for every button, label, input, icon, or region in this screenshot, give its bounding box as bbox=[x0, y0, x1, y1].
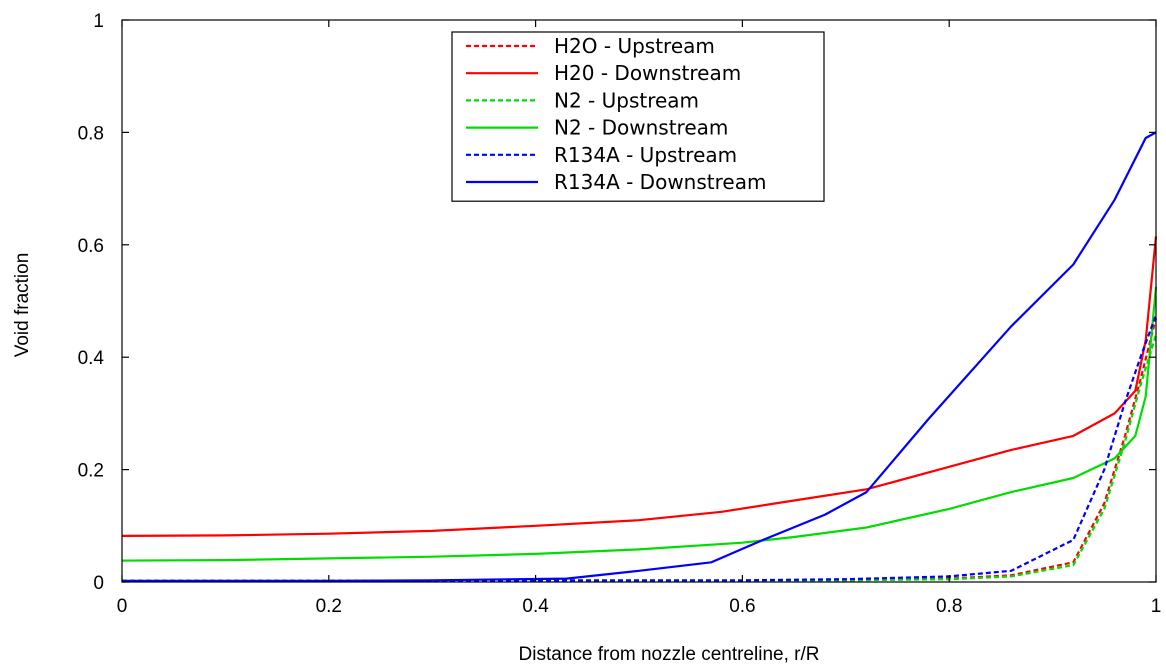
series-line-5 bbox=[122, 314, 1158, 582]
legend-label: R134A - Upstream bbox=[554, 143, 737, 167]
y-tick-label: 0.8 bbox=[78, 123, 104, 144]
x-tick-label: 1 bbox=[1151, 596, 1162, 617]
y-tick-label: 0 bbox=[93, 573, 104, 594]
series-layer bbox=[121, 131, 1158, 582]
y-axis-label: Void fraction bbox=[12, 253, 33, 358]
legend-label: H2O - Upstream bbox=[554, 34, 715, 58]
y-tick-label: 0.2 bbox=[78, 461, 104, 482]
series-line-6 bbox=[122, 131, 1157, 582]
x-tick-label: 0.6 bbox=[729, 596, 755, 617]
y-tick-label: 0.6 bbox=[78, 236, 104, 257]
legend: H2O - Upstream H20 - Downstream N2 - Upstr… bbox=[451, 31, 825, 202]
x-tick-label: 0.8 bbox=[936, 596, 962, 617]
y-tick-label: 0.4 bbox=[78, 348, 105, 369]
legend-label: R134A - Downstream bbox=[554, 170, 766, 194]
legend-label: N2 - Upstream bbox=[554, 88, 699, 112]
legend-box bbox=[451, 31, 825, 202]
legend-label: N2 - Downstream bbox=[554, 116, 728, 140]
legend-label: H20 - Downstream bbox=[554, 61, 741, 85]
plot-frame bbox=[121, 19, 1157, 583]
x-tick-label: 0.2 bbox=[316, 596, 342, 617]
series-line-1 bbox=[122, 317, 1158, 582]
series-line-4 bbox=[121, 286, 1158, 562]
y-tick-label: 1 bbox=[93, 11, 104, 32]
x-axis-label: Distance from nozzle centreline, r/R bbox=[519, 644, 820, 665]
series-line-3 bbox=[122, 334, 1158, 582]
x-tick-label: 0.4 bbox=[522, 596, 549, 617]
series-line-2 bbox=[121, 236, 1158, 537]
x-tick-label: 0 bbox=[117, 596, 128, 617]
axes-layer: 0 0.2 0.4 0.6 0.8 1 0 0.2 0.4 0.6 0.8 1 bbox=[78, 11, 1162, 617]
